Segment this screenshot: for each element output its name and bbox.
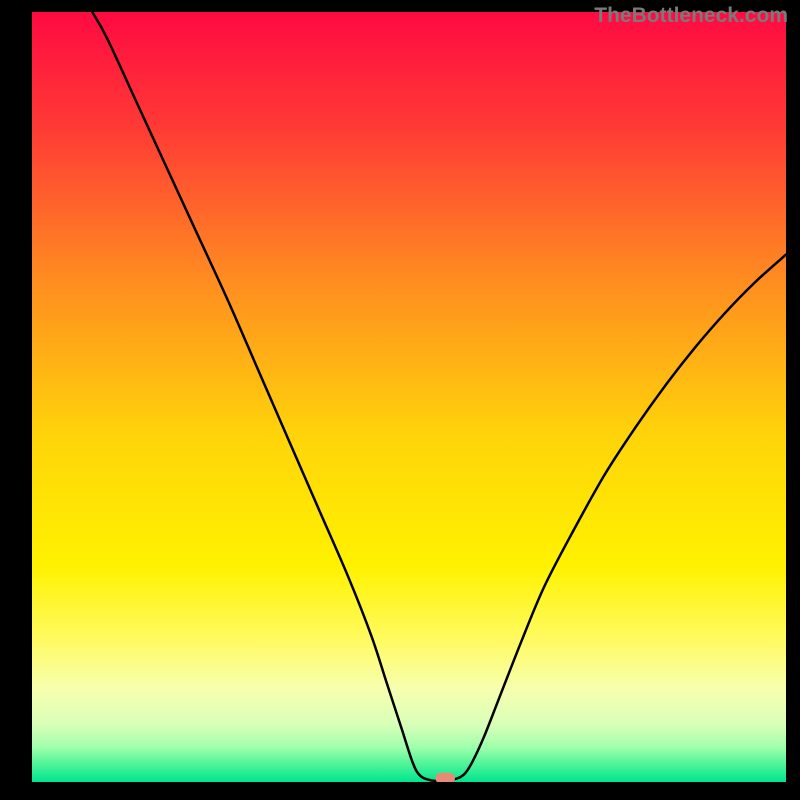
watermark-text: TheBottleneck.com	[594, 4, 788, 28]
plot-area	[32, 12, 786, 782]
chart-stage: TheBottleneck.com	[0, 0, 800, 800]
optimal-point-marker	[435, 773, 455, 782]
gradient-background	[32, 12, 786, 782]
bottleneck-chart	[32, 12, 786, 782]
